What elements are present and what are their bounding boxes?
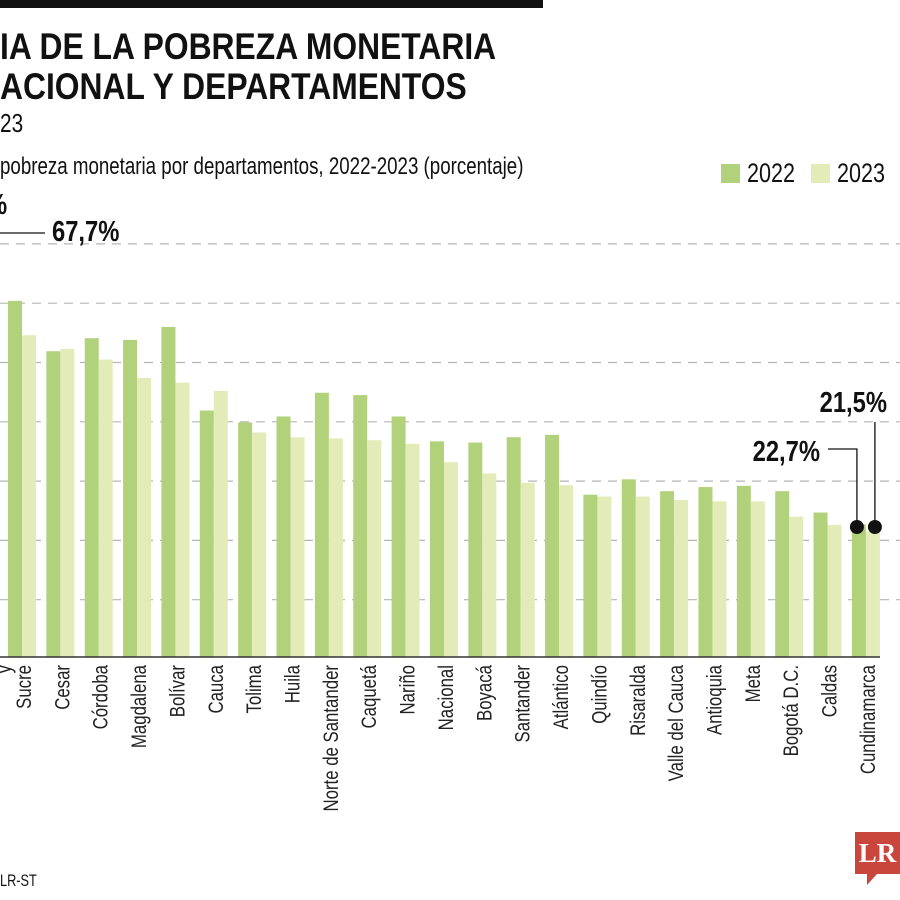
category-label: Córdoba (90, 665, 113, 730)
bar-2023-Santander (520, 482, 535, 657)
bar-2022-Meta (736, 485, 751, 657)
bar-2023-Risaralda (635, 496, 650, 657)
annotation-22-7: 22,7% (753, 435, 820, 468)
bar-2022-Tolima (238, 422, 253, 657)
source-note: LR-ST (0, 871, 37, 890)
bar-2023-Nacional (443, 462, 458, 657)
bar-2022-Córdoba (84, 338, 99, 657)
category-label-partial: y (0, 665, 17, 674)
category-label: Quindío (589, 665, 612, 724)
category-label: Caquetá (359, 665, 382, 729)
bar-2022-Nacional (429, 441, 444, 657)
bar-2022-Caldas (813, 512, 828, 657)
bar-2023-Bogotá D.C. (789, 516, 804, 657)
bar-2023-Cauca (213, 390, 228, 657)
bar-2023-Atlántico (559, 485, 574, 657)
bar-2022-Atlántico (545, 434, 560, 657)
bar-2022-Risaralda (621, 479, 636, 657)
bar-2023-Boyacá (482, 473, 497, 657)
bar-2022-Caquetá (353, 395, 368, 657)
bar-2022-Cesar (46, 351, 61, 657)
annotation-partial: % (0, 188, 7, 221)
bar-2023-Córdoba (98, 359, 113, 657)
category-label: Norte de Santander (320, 664, 343, 811)
bar-2023-Caquetá (367, 440, 382, 657)
bar-2023-Huila (290, 437, 305, 657)
annotation-67-7: 67,7% (52, 215, 119, 248)
chart-title-line1: IA DE LA POBREZA MONETARIA (0, 26, 497, 67)
bar-2022-Valle del Cauca (660, 491, 675, 657)
annotation-dot-2023 (867, 520, 882, 534)
legend-label-2022: 2022 (747, 158, 796, 188)
category-label: Huila (282, 665, 305, 704)
bar-2022-Antioquia (698, 487, 713, 657)
bar-2023-Nariño (405, 443, 420, 657)
annotation-dot-2022 (849, 520, 864, 534)
bar-2022-Magdalena (123, 339, 138, 657)
category-label: Antioquia (704, 665, 727, 735)
category-label: Boyacá (474, 665, 497, 721)
bar-2022-Bolívar (161, 326, 176, 657)
bar-2023-Cundinamarca (865, 531, 880, 657)
annotation-leader-22-7 (828, 448, 858, 527)
category-label: Cesar (52, 664, 75, 709)
category-label: Atlántico (550, 665, 573, 729)
bar-2022-Nariño (391, 416, 406, 657)
category-label: Valle del Cauca (665, 665, 688, 782)
bar-2023-Tolima (252, 432, 267, 657)
bar-2023-Caldas (827, 524, 842, 657)
bar-2023-Sucre (22, 335, 36, 657)
bar-2023-Quindío (597, 496, 612, 657)
legend-label-2023: 2023 (837, 158, 886, 188)
category-label: Magdalena (128, 665, 151, 748)
category-label: Tolima (243, 665, 266, 714)
category-label: Santander (512, 664, 535, 742)
bar-2022-Sucre (8, 300, 22, 657)
category-label: Sucre (13, 665, 36, 709)
category-label: Meta (742, 665, 765, 703)
bar-2023-Cesar (60, 348, 75, 657)
category-label: Nacional (435, 665, 458, 730)
bar-2022-Cauca (199, 410, 214, 657)
category-label: Bolívar (167, 664, 190, 717)
bar-2022-Bogotá D.C. (775, 491, 790, 657)
legend: 2022 2023 (721, 158, 891, 189)
category-label: Cauca (205, 665, 228, 714)
bar-2022-Boyacá (468, 442, 483, 657)
bar-2022-Quindío (583, 494, 598, 657)
bar-2022-Norte de Santander (314, 392, 329, 657)
year-fragment: 23 (0, 108, 24, 138)
bar-2022-Santander (506, 437, 521, 657)
top-rule (0, 0, 543, 8)
bar-2023-Bolívar (175, 382, 190, 657)
bar-2023-Meta (750, 501, 765, 657)
bar-2023-Antioquia (712, 501, 727, 657)
lr-logo: LR (855, 832, 900, 885)
category-label: Cundinamarca (857, 665, 880, 775)
legend-swatch-2022 (721, 164, 740, 183)
bar-2023-Norte de Santander (328, 438, 343, 657)
bar-2023-Valle del Cauca (674, 500, 689, 657)
bar-2022-Cundinamarca (851, 524, 866, 657)
bar-2022-Huila (276, 416, 291, 657)
legend-swatch-2023 (811, 164, 830, 183)
chart-title-line2: ACIONAL Y DEPARTAMENTOS (0, 66, 467, 107)
annotation-21-5: 21,5% (820, 386, 887, 419)
category-label: Risaralda (627, 665, 650, 736)
bar-2023-Magdalena (137, 377, 152, 657)
category-label: Caldas (819, 665, 842, 717)
category-label: Nariño (397, 665, 420, 714)
chart-subtitle: pobreza monetaria por departamentos, 202… (0, 153, 524, 180)
category-label: Bogotá D.C. (781, 665, 804, 756)
